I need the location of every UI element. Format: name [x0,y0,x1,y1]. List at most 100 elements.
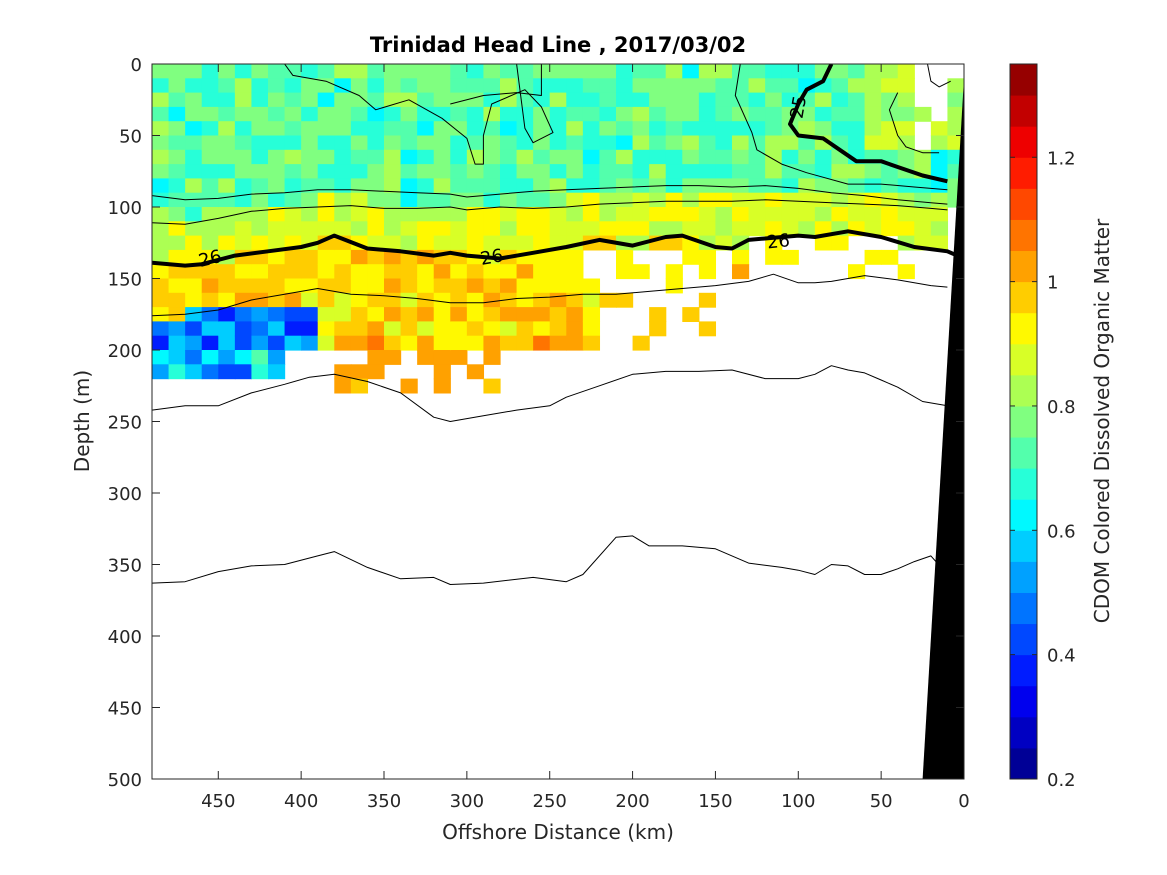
heatmap-cell [665,149,683,165]
heatmap-cell [831,106,849,122]
heatmap-cell [251,64,269,79]
heatmap-cell [466,307,485,322]
heatmap-cell [152,121,170,137]
heatmap-cell [168,249,186,265]
heatmap-cell [301,249,319,265]
heatmap-cell [450,235,468,251]
heatmap-cell [234,350,253,365]
contour-label: 26 [479,245,505,270]
heatmap-cell [168,164,186,179]
heatmap-cell [317,92,335,108]
heatmap-cell [649,149,667,165]
x-tick-label: 150 [698,791,732,812]
heatmap-cell [450,92,468,108]
heatmap-cell [152,164,170,179]
heatmap-cell [516,307,534,322]
heatmap-cell [433,178,451,194]
heatmap-cell [947,121,964,137]
heatmap-cell [831,64,849,79]
heatmap-cell [500,135,518,151]
heatmap-cell [798,106,816,122]
heatmap-cell [450,350,468,365]
heatmap-cell [268,235,286,251]
heatmap-cell [268,178,286,194]
heatmap-cell [831,178,849,194]
heatmap-cell [317,178,335,194]
heatmap-cell [516,78,534,94]
heatmap-cell [599,92,617,108]
heatmap-cell [549,264,567,280]
contour-line-top5 [927,64,951,88]
heatmap-cell [466,335,485,351]
heatmap-cell [616,106,634,122]
heatmap-cell [549,321,567,337]
heatmap-cell [417,92,435,108]
heatmap-cell [649,106,667,122]
heatmap-cell [549,335,567,351]
heatmap-cell [367,92,385,108]
colorbar-segment [1010,623,1037,656]
heatmap-cell [649,135,667,151]
heatmap-cell [500,278,518,294]
heatmap-cell [350,321,369,337]
heatmap-cell [284,106,302,122]
heatmap-cell [582,307,601,322]
heatmap-cell [284,278,302,294]
heatmap-cell [450,278,468,294]
heatmap-cell [632,149,650,165]
heatmap-cell [334,292,352,308]
heatmap-cell [433,321,451,337]
heatmap-cell [251,221,269,237]
heatmap-cell [500,149,518,165]
heatmap-cell [400,278,418,294]
heatmap-cell [400,121,418,137]
contour-line-iso26 [152,229,962,268]
heatmap-cell [400,192,418,208]
heatmap-cell [632,106,650,122]
heatmap-cell [466,149,485,165]
heatmap-cell [301,121,319,137]
heatmap-cell [682,307,700,322]
heatmap-cell [500,78,518,94]
heatmap-cell [234,135,253,151]
heatmap-cell [566,307,584,322]
heatmap-cell [152,235,170,251]
heatmap-cell [168,235,186,251]
colorbar-tick-label: 0.6 [1047,521,1076,542]
heatmap-cell [334,164,352,179]
contour-line-deep [152,535,948,585]
heatmap-cell [947,135,964,151]
colorbar-segment [1010,716,1037,749]
heatmap-cell [185,278,203,294]
heatmap-cell [848,264,866,280]
heatmap-cell [715,221,733,237]
heatmap-cell [632,64,650,79]
heatmap-cell [433,378,451,394]
heatmap-cell [549,64,567,79]
heatmap-cell [599,207,617,222]
heatmap-cell [798,149,816,165]
heatmap-cell [251,350,269,365]
heatmap-cell [350,307,369,322]
heatmap-cell [185,292,203,308]
heatmap-cell [549,135,567,151]
heatmap-cell [234,207,253,222]
heatmap-cell [350,335,369,351]
heatmap-cell [433,135,451,151]
heatmap-cell [218,278,236,294]
heatmap-cell [367,207,385,222]
heatmap-cell [930,121,949,137]
heatmap-cell [301,164,319,179]
heatmap-cell [201,106,219,122]
heatmap-cell [185,364,203,380]
heatmap-cell [284,207,302,222]
heatmap-cell [665,135,683,151]
heatmap-cell [417,292,435,308]
heatmap-cell [367,307,385,322]
heatmap-cell [251,278,269,294]
heatmap-cell [566,207,584,222]
heatmap-cell [649,64,667,79]
heatmap-cell [649,121,667,137]
colorbar-segment [1010,561,1037,593]
